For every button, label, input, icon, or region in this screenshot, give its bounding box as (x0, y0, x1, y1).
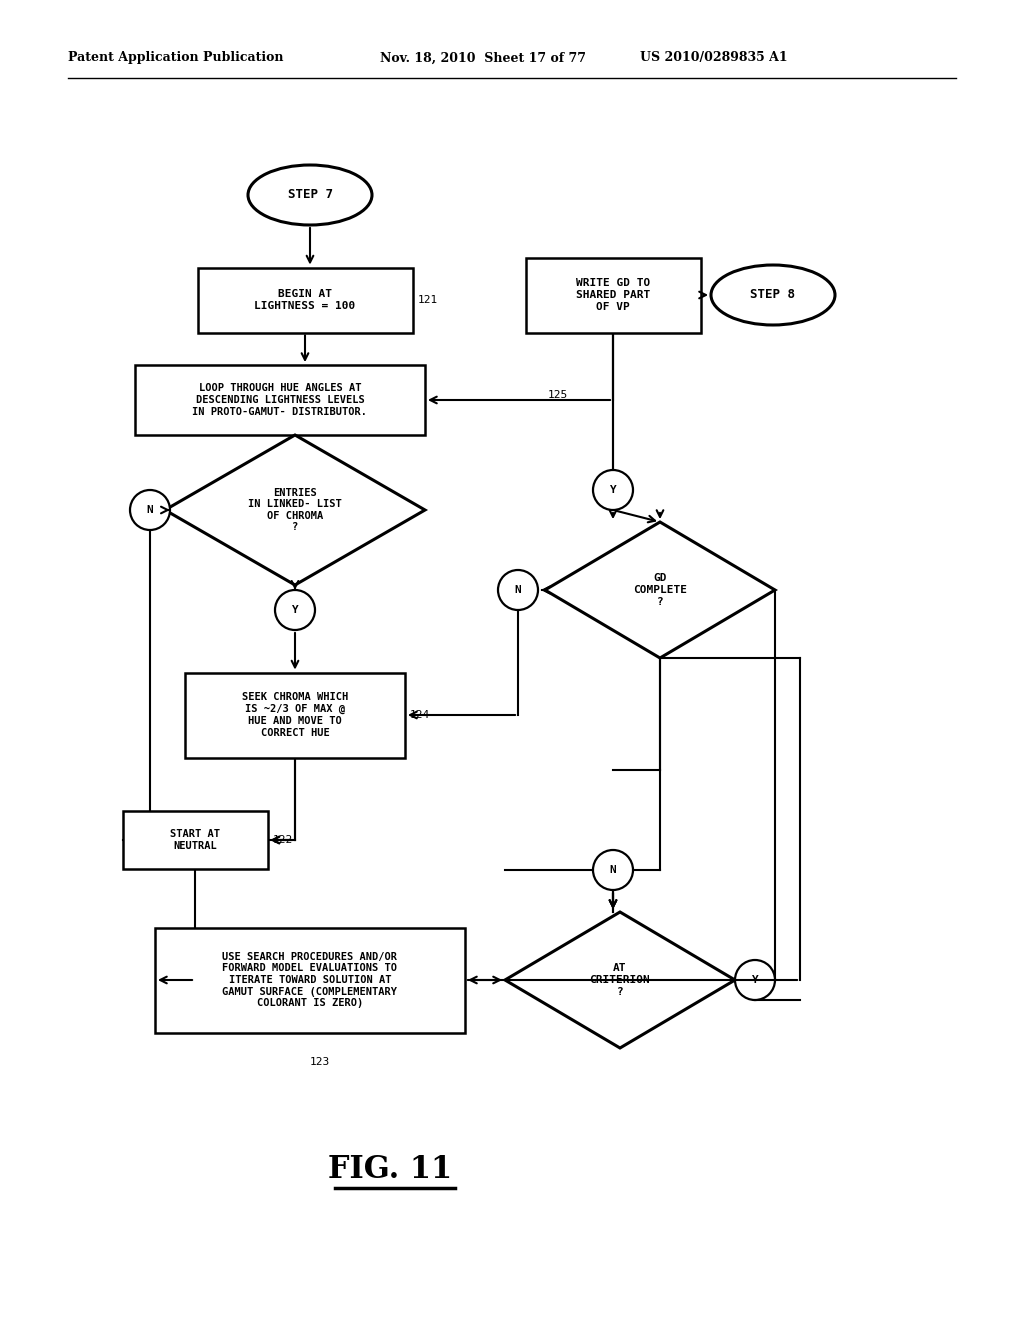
Text: ENTRIES
IN LINKED- LIST
OF CHROMA
?: ENTRIES IN LINKED- LIST OF CHROMA ? (248, 487, 342, 532)
FancyBboxPatch shape (123, 810, 267, 869)
Text: 122: 122 (272, 836, 293, 845)
Text: Y: Y (292, 605, 298, 615)
Ellipse shape (711, 265, 835, 325)
FancyBboxPatch shape (525, 257, 700, 333)
Text: SEEK CHROMA WHICH
IS ~2/3 OF MAX @
HUE AND MOVE TO
CORRECT HUE: SEEK CHROMA WHICH IS ~2/3 OF MAX @ HUE A… (242, 693, 348, 738)
Text: LOOP THROUGH HUE ANGLES AT
DESCENDING LIGHTNESS LEVELS
IN PROTO-GAMUT- DISTRIBUT: LOOP THROUGH HUE ANGLES AT DESCENDING LI… (193, 383, 368, 417)
Text: Y: Y (752, 975, 759, 985)
Text: FIG. 11: FIG. 11 (328, 1155, 452, 1185)
FancyBboxPatch shape (198, 268, 413, 333)
Circle shape (735, 960, 775, 1001)
Text: STEP 8: STEP 8 (751, 289, 796, 301)
Polygon shape (505, 912, 735, 1048)
Text: N: N (515, 585, 521, 595)
Text: US 2010/0289835 A1: US 2010/0289835 A1 (640, 51, 787, 65)
Text: WRITE GD TO
SHARED PART
OF VP: WRITE GD TO SHARED PART OF VP (575, 279, 650, 312)
FancyBboxPatch shape (135, 366, 425, 436)
Text: 121: 121 (418, 294, 437, 305)
Ellipse shape (248, 165, 372, 224)
FancyBboxPatch shape (155, 928, 465, 1032)
Text: Nov. 18, 2010  Sheet 17 of 77: Nov. 18, 2010 Sheet 17 of 77 (380, 51, 586, 65)
Circle shape (498, 570, 538, 610)
FancyBboxPatch shape (185, 672, 406, 758)
Text: Y: Y (609, 484, 616, 495)
Text: N: N (146, 506, 154, 515)
Polygon shape (545, 521, 775, 657)
Text: N: N (609, 865, 616, 875)
Text: AT
CRITERION
?: AT CRITERION ? (590, 964, 650, 997)
Circle shape (130, 490, 170, 531)
Circle shape (275, 590, 315, 630)
Text: GD
COMPLETE
?: GD COMPLETE ? (633, 573, 687, 607)
Text: 125: 125 (548, 389, 568, 400)
Polygon shape (165, 436, 425, 585)
Text: 124: 124 (410, 710, 430, 719)
Text: BEGIN AT
LIGHTNESS = 100: BEGIN AT LIGHTNESS = 100 (254, 289, 355, 310)
Text: USE SEARCH PROCEDURES AND/OR
FORWARD MODEL EVALUATIONS TO
ITERATE TOWARD SOLUTIO: USE SEARCH PROCEDURES AND/OR FORWARD MOD… (222, 952, 397, 1008)
Circle shape (593, 850, 633, 890)
Text: Patent Application Publication: Patent Application Publication (68, 51, 284, 65)
Text: STEP 7: STEP 7 (288, 189, 333, 202)
Text: START AT
NEUTRAL: START AT NEUTRAL (170, 829, 220, 851)
Text: 123: 123 (310, 1057, 331, 1067)
Circle shape (593, 470, 633, 510)
